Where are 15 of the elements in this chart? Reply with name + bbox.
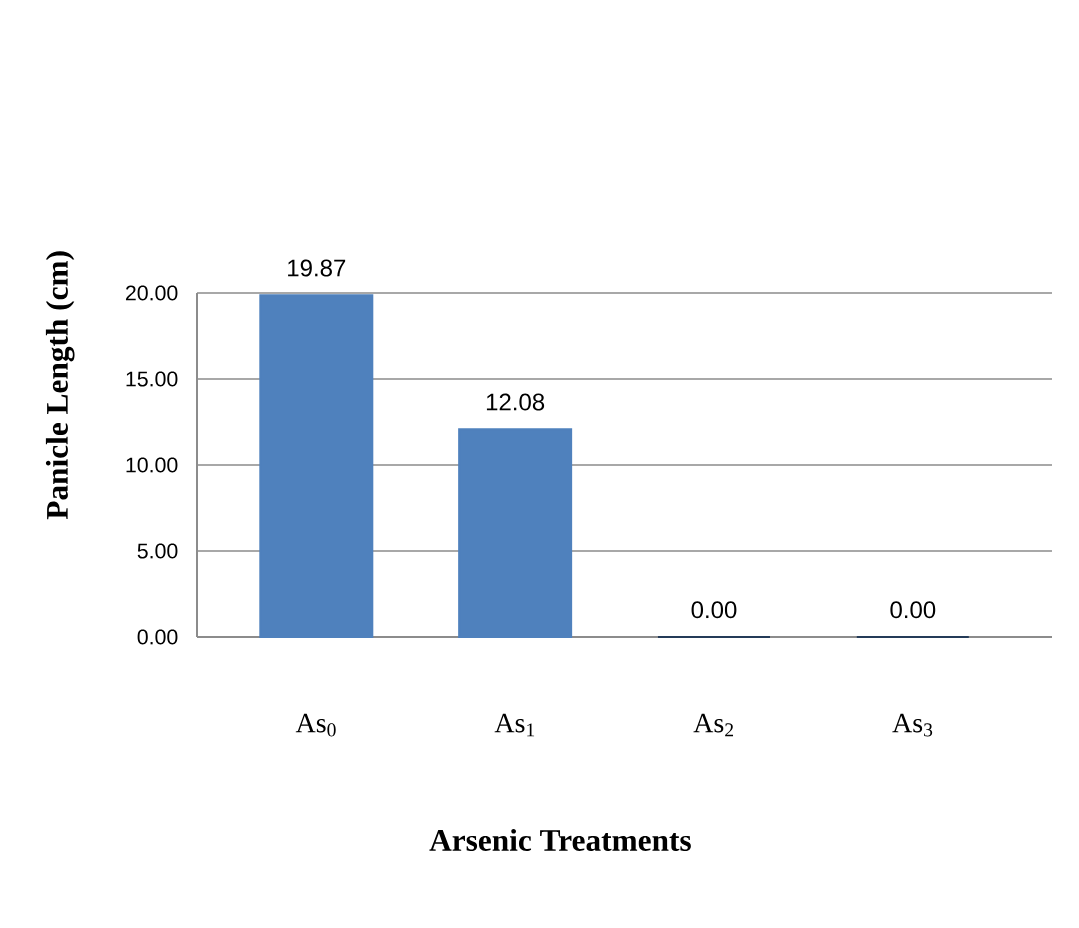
data-label: 0.00 [691, 601, 737, 619]
y-tick-label: 15.00 [126, 371, 178, 387]
y-axis-title: Panicle Length (cm) [45, 251, 75, 520]
x-tick-label: As$_{3}$ [892, 713, 933, 737]
x-tick-label: As$_{0}$ [295, 713, 336, 737]
data-label: 12.08 [486, 393, 545, 411]
y-tick-label: 20.00 [125, 285, 178, 301]
data-label: 0.00 [890, 601, 936, 619]
y-tick-label: 10.00 [126, 457, 178, 473]
x-axis-title: Arsenic Treatments [429, 828, 691, 851]
x-tick-label: As$_{1}$ [494, 713, 535, 737]
y-tick-label: 5.00 [137, 543, 178, 559]
data-label: 19.87 [288, 259, 346, 277]
x-tick-label: As$_{2}$ [693, 713, 734, 737]
y-tick-label: 0.00 [137, 629, 178, 645]
